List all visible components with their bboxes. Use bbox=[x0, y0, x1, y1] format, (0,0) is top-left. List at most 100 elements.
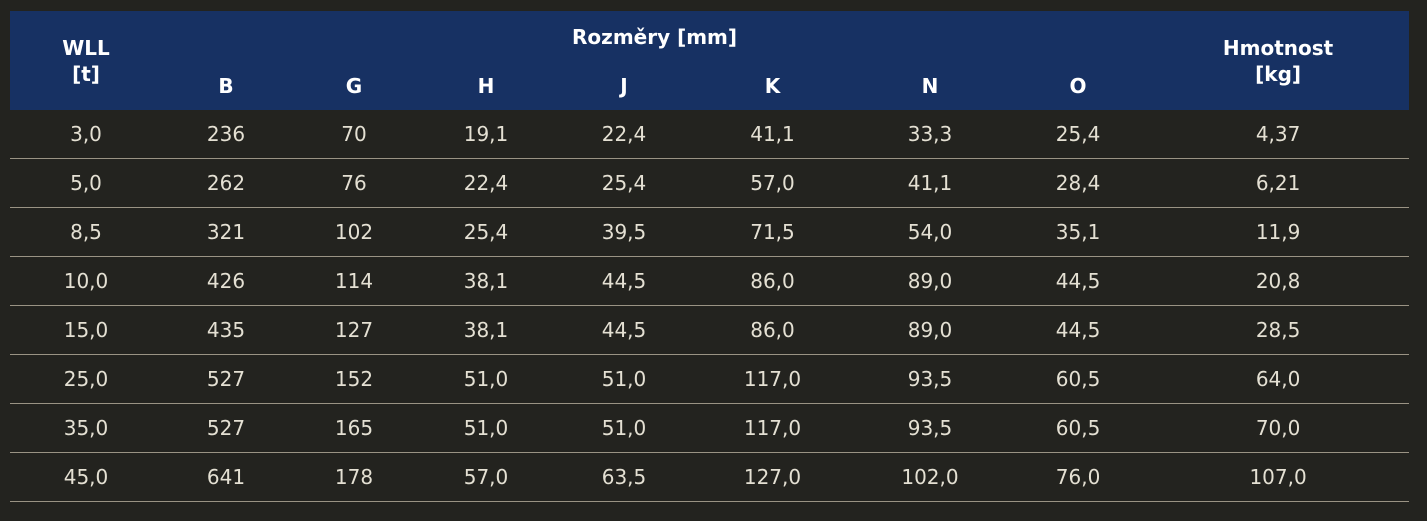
cell-wll: 25,0 bbox=[10, 354, 162, 404]
specification-table: WLL [t] Rozměry [mm] B G H J K N O bbox=[10, 11, 1410, 502]
mass-header-label: Hmotnost bbox=[1222, 35, 1334, 60]
table-row: 8,5 321 102 25,4 39,5 71,5 54,0 35,1 11,… bbox=[10, 207, 1410, 257]
column-header-g: G bbox=[345, 74, 363, 98]
wll-header-label: WLL bbox=[62, 35, 110, 60]
cell-j: 51,0 bbox=[554, 403, 694, 453]
cell-mass: 6,21 bbox=[1147, 158, 1410, 208]
table-row: 3,0 236 70 19,1 22,4 41,1 33,3 25,4 4,37 bbox=[10, 110, 1410, 159]
table-row: 25,0 527 152 51,0 51,0 117,0 93,5 60,5 6… bbox=[10, 354, 1410, 404]
cell-k: 117,0 bbox=[694, 403, 851, 453]
cell-n: 102,0 bbox=[851, 452, 1009, 502]
table-row: 45,0 641 178 57,0 63,5 127,0 102,0 76,0 … bbox=[10, 452, 1410, 502]
cell-k: 117,0 bbox=[694, 354, 851, 404]
wll-header: WLL [t] bbox=[10, 11, 162, 110]
cell-h: 19,1 bbox=[418, 110, 554, 159]
cell-k: 86,0 bbox=[694, 305, 851, 355]
table-row: 35,0 527 165 51,0 51,0 117,0 93,5 60,5 7… bbox=[10, 403, 1410, 453]
cell-wll: 5,0 bbox=[10, 158, 162, 208]
cell-mass: 28,5 bbox=[1147, 305, 1410, 355]
cell-mass: 20,8 bbox=[1147, 256, 1410, 306]
cell-b: 435 bbox=[162, 305, 290, 355]
column-header-n: N bbox=[921, 74, 939, 98]
cell-k: 71,5 bbox=[694, 207, 851, 257]
cell-b: 527 bbox=[162, 354, 290, 404]
column-header-o: O bbox=[1069, 74, 1087, 98]
mass-header: Hmotnost [kg] bbox=[1147, 11, 1409, 110]
cell-g: 102 bbox=[290, 207, 418, 257]
dimensions-header-group: Rozměry [mm] B G H J K N O bbox=[162, 11, 1147, 110]
column-header-b: B bbox=[218, 74, 234, 98]
cell-k: 86,0 bbox=[694, 256, 851, 306]
cell-o: 44,5 bbox=[1009, 256, 1148, 306]
cell-n: 89,0 bbox=[851, 305, 1009, 355]
table-row: 5,0 262 76 22,4 25,4 57,0 41,1 28,4 6,21 bbox=[10, 158, 1410, 208]
cell-o: 60,5 bbox=[1009, 354, 1148, 404]
cell-j: 44,5 bbox=[554, 256, 694, 306]
cell-wll: 45,0 bbox=[10, 452, 162, 502]
cell-h: 38,1 bbox=[418, 305, 554, 355]
cell-b: 641 bbox=[162, 452, 290, 502]
cell-h: 25,4 bbox=[418, 207, 554, 257]
specification-table-container: WLL [t] Rozměry [mm] B G H J K N O bbox=[10, 11, 1410, 502]
cell-b: 426 bbox=[162, 256, 290, 306]
cell-g: 152 bbox=[290, 354, 418, 404]
cell-b: 236 bbox=[162, 110, 290, 159]
table-row: 10,0 426 114 38,1 44,5 86,0 89,0 44,5 20… bbox=[10, 256, 1410, 306]
cell-n: 93,5 bbox=[851, 403, 1009, 453]
cell-b: 527 bbox=[162, 403, 290, 453]
table-row: 15,0 435 127 38,1 44,5 86,0 89,0 44,5 28… bbox=[10, 305, 1410, 355]
cell-g: 127 bbox=[290, 305, 418, 355]
cell-g: 70 bbox=[290, 110, 418, 159]
column-header-j: J bbox=[620, 74, 628, 98]
cell-wll: 15,0 bbox=[10, 305, 162, 355]
cell-mass: 64,0 bbox=[1147, 354, 1410, 404]
wll-header-unit: [t] bbox=[72, 61, 100, 86]
cell-n: 33,3 bbox=[851, 110, 1009, 159]
cell-mass: 70,0 bbox=[1147, 403, 1410, 453]
cell-wll: 8,5 bbox=[10, 207, 162, 257]
cell-b: 321 bbox=[162, 207, 290, 257]
cell-j: 44,5 bbox=[554, 305, 694, 355]
dimension-columns-row: B G H J K N O bbox=[162, 63, 1147, 110]
cell-mass: 11,9 bbox=[1147, 207, 1410, 257]
cell-j: 39,5 bbox=[554, 207, 694, 257]
cell-j: 22,4 bbox=[554, 110, 694, 159]
cell-n: 54,0 bbox=[851, 207, 1009, 257]
cell-n: 41,1 bbox=[851, 158, 1009, 208]
cell-h: 51,0 bbox=[418, 354, 554, 404]
cell-wll: 10,0 bbox=[10, 256, 162, 306]
cell-wll: 3,0 bbox=[10, 110, 162, 159]
cell-j: 51,0 bbox=[554, 354, 694, 404]
cell-j: 25,4 bbox=[554, 158, 694, 208]
column-header-h: H bbox=[477, 74, 495, 98]
header-row: WLL [t] Rozměry [mm] B G H J K N O bbox=[10, 11, 1410, 110]
cell-o: 44,5 bbox=[1009, 305, 1148, 355]
column-header-k: K bbox=[764, 74, 781, 98]
cell-b: 262 bbox=[162, 158, 290, 208]
cell-o: 60,5 bbox=[1009, 403, 1148, 453]
cell-o: 35,1 bbox=[1009, 207, 1148, 257]
cell-h: 57,0 bbox=[418, 452, 554, 502]
cell-h: 22,4 bbox=[418, 158, 554, 208]
cell-o: 28,4 bbox=[1009, 158, 1148, 208]
cell-k: 57,0 bbox=[694, 158, 851, 208]
cell-k: 127,0 bbox=[694, 452, 851, 502]
dimensions-header-label: Rozměry [mm] bbox=[572, 25, 738, 49]
cell-k: 41,1 bbox=[694, 110, 851, 159]
cell-n: 93,5 bbox=[851, 354, 1009, 404]
cell-h: 38,1 bbox=[418, 256, 554, 306]
cell-g: 114 bbox=[290, 256, 418, 306]
table-header: WLL [t] Rozměry [mm] B G H J K N O bbox=[10, 11, 1410, 110]
cell-mass: 107,0 bbox=[1147, 452, 1410, 502]
table-body: 3,0 236 70 19,1 22,4 41,1 33,3 25,4 4,37… bbox=[10, 110, 1410, 502]
cell-g: 178 bbox=[290, 452, 418, 502]
cell-o: 76,0 bbox=[1009, 452, 1148, 502]
cell-wll: 35,0 bbox=[10, 403, 162, 453]
cell-h: 51,0 bbox=[418, 403, 554, 453]
cell-g: 76 bbox=[290, 158, 418, 208]
cell-g: 165 bbox=[290, 403, 418, 453]
mass-header-unit: [kg] bbox=[1255, 61, 1302, 86]
cell-mass: 4,37 bbox=[1147, 110, 1410, 159]
cell-o: 25,4 bbox=[1009, 110, 1148, 159]
cell-n: 89,0 bbox=[851, 256, 1009, 306]
